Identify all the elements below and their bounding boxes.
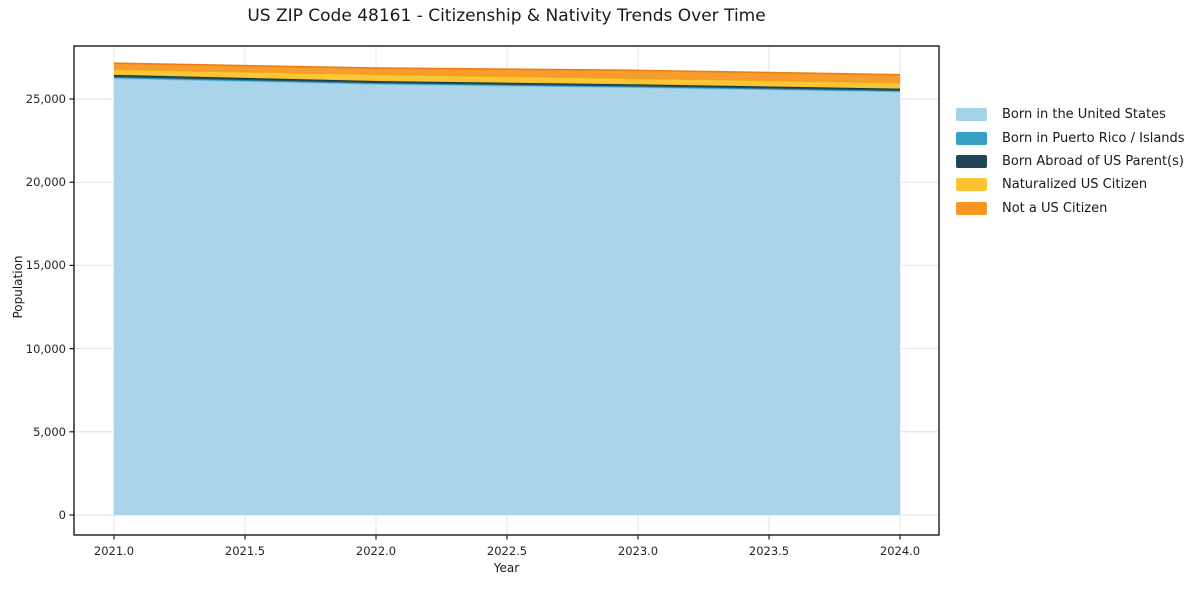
y-tick-label-5000: 5,000 — [33, 425, 66, 439]
legend-item-born-abroad: Born Abroad of US Parent(s) — [956, 150, 1185, 173]
y-tick-label-15000: 15,000 — [25, 258, 66, 272]
legend-swatch-naturalized — [956, 178, 987, 192]
legend-item-born-in-us: Born in the United States — [956, 103, 1185, 126]
legend-swatch-born-in-us — [956, 108, 987, 122]
x-axis-label: Year — [493, 561, 520, 575]
x-tick-label-2023-5: 2023.5 — [748, 544, 790, 558]
legend-item-naturalized: Naturalized US Citizen — [956, 173, 1185, 196]
legend-label: Not a US Citizen — [1002, 200, 1108, 216]
x-tick-label-2021-0: 2021.0 — [93, 544, 135, 558]
legend-item-born-puerto-rico: Born in Puerto Rico / Islands — [956, 126, 1185, 149]
x-tick-label-2021-5: 2021.5 — [224, 544, 266, 558]
legend-label: Born Abroad of US Parent(s) — [1002, 153, 1184, 169]
legend-label: Naturalized US Citizen — [1002, 177, 1148, 193]
legend-label: Born in Puerto Rico / Islands — [1002, 130, 1185, 146]
y-tick-label-25000: 25,000 — [25, 92, 66, 106]
y-axis-label: Population — [11, 255, 25, 319]
legend: Born in the United States Born in Puerto… — [956, 103, 1185, 220]
chart-title: US ZIP Code 48161 - Citizenship & Nativi… — [247, 6, 766, 26]
x-tick-label-2022-5: 2022.5 — [486, 544, 528, 558]
legend-item-not-citizen: Not a US Citizen — [956, 197, 1185, 220]
x-tick-label-2024-0: 2024.0 — [879, 544, 921, 558]
y-tick-label-0: 0 — [58, 508, 66, 522]
legend-swatch-not-citizen — [956, 201, 987, 215]
y-tick-label-20000: 20,000 — [25, 175, 66, 189]
legend-label: Born in the United States — [1002, 107, 1166, 123]
y-tick-label-10000: 10,000 — [25, 342, 66, 356]
legend-swatch-born-abroad — [956, 154, 987, 168]
legend-swatch-born-puerto-rico — [956, 131, 987, 145]
x-tick-label-2023-0: 2023.0 — [617, 544, 659, 558]
x-tick-label-2022-0: 2022.0 — [355, 544, 397, 558]
